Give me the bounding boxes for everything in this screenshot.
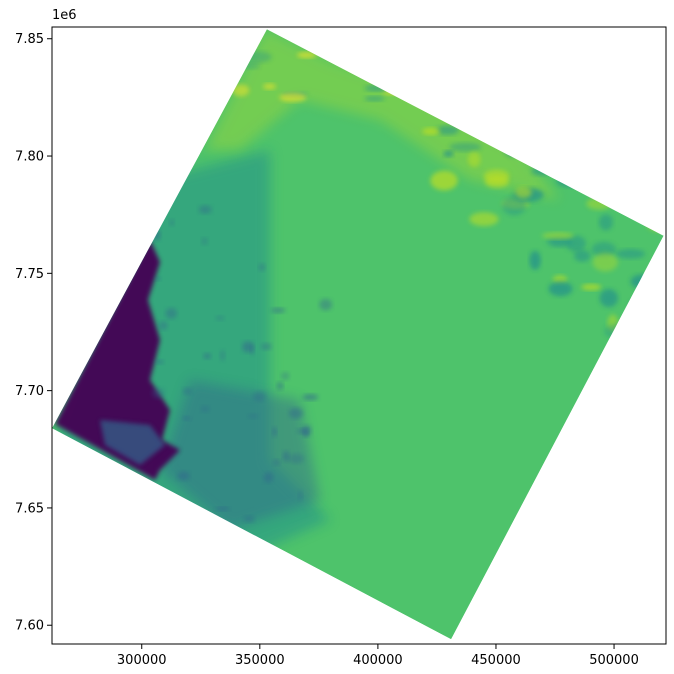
raster-west-fleck	[200, 405, 210, 413]
raster-west-fleck	[203, 353, 211, 360]
raster-west-fleck	[258, 263, 266, 272]
raster-west-fleck	[165, 307, 178, 319]
raster-ne-patch	[581, 283, 602, 291]
x-tick-label: 500000	[589, 653, 639, 668]
raster-west-fleck	[182, 387, 193, 395]
raster-west-fleck	[243, 515, 255, 523]
x-tick-label: 300000	[117, 653, 167, 668]
raster-west-fleck	[296, 428, 308, 434]
y-tick-label: 7.60	[15, 619, 44, 634]
raster-west-fleck	[242, 341, 254, 353]
raster-ne-patch	[529, 250, 541, 270]
raster-north-patch	[279, 92, 307, 102]
raster-west-fleck	[215, 506, 230, 511]
plot-frame	[51, 26, 667, 645]
raster-west-fleck	[302, 394, 319, 401]
raster-southwest-band	[160, 380, 320, 530]
raster-west-fleck	[288, 453, 305, 464]
x-tick-label: 350000	[235, 653, 285, 668]
raster-ne-patch	[616, 249, 646, 259]
x-tick-label: 450000	[471, 653, 521, 668]
raster-ne-patch	[548, 281, 573, 297]
raster-west-fleck	[177, 471, 190, 481]
raster-west-fleck	[158, 321, 168, 331]
raster-north-patch	[297, 51, 317, 59]
raster-west-fleck	[280, 372, 290, 380]
raster-west-fleck	[276, 381, 284, 390]
raster-west-fleck	[247, 413, 259, 419]
raster-west-fleck	[182, 416, 192, 421]
y-tick-label: 7.85	[15, 32, 44, 47]
raster-coast-inlet	[100, 420, 165, 465]
y-axis: 7.60 7.65 7.70 7.75 7.80 7.85	[15, 32, 52, 634]
raster-west-fleck	[272, 427, 277, 437]
raster-ne-patch	[485, 175, 509, 188]
y-tick-label: 7.80	[15, 150, 44, 165]
raster-ne-patch	[469, 212, 499, 227]
raster-west-fleck	[298, 490, 303, 501]
raster-ne-patch	[574, 250, 591, 262]
raster-ne-patch	[598, 214, 613, 231]
y-axis-offset-label: 1e6	[52, 8, 77, 23]
raster-ne-patch	[430, 170, 458, 191]
x-axis: 300000 350000 400000 450000 500000	[117, 644, 639, 668]
raster-ne-patch	[443, 150, 454, 157]
raster-west-fleck	[261, 343, 272, 351]
raster-west-fleck	[169, 219, 175, 227]
raster-ne-patch	[592, 252, 618, 272]
raster-west-fleck	[220, 350, 226, 361]
x-tick-label: 400000	[353, 653, 403, 668]
raster-north-patch	[263, 83, 276, 90]
raster-ne-patch	[422, 127, 440, 135]
raster-low-coast	[55, 240, 180, 480]
raster-north-patch	[364, 96, 385, 102]
raster-ne-patch	[449, 142, 482, 152]
raster-west-fleck	[215, 315, 225, 321]
raster-west-fleck	[252, 391, 266, 402]
raster-west-fleck	[271, 307, 286, 313]
raster-west-fleck	[155, 359, 164, 365]
raster-ne-patch	[599, 289, 618, 308]
y-tick-label: 7.75	[15, 267, 44, 282]
raster-west-fleck	[154, 276, 161, 281]
y-tick-label: 7.70	[15, 384, 44, 399]
raster-north-patch	[231, 84, 250, 97]
y-tick-label: 7.65	[15, 501, 44, 516]
raster-west-fleck	[151, 387, 166, 399]
raster-ne-patch	[436, 125, 459, 135]
raster-west-fleck	[198, 205, 212, 214]
raster-ne-patch	[542, 232, 574, 240]
raster-west-fleck	[319, 298, 333, 311]
raster-west-fleck	[263, 472, 274, 483]
raster-west-fleck	[201, 237, 208, 245]
raster-ne-patch	[514, 186, 532, 199]
raster-west-fleck	[289, 407, 304, 419]
raster-ne-patch	[502, 196, 527, 216]
raster-ne-patch	[467, 151, 481, 168]
raster-ne-patch	[591, 241, 616, 257]
raster-west-fleck	[272, 459, 281, 466]
raster-west-fleck	[282, 450, 290, 462]
